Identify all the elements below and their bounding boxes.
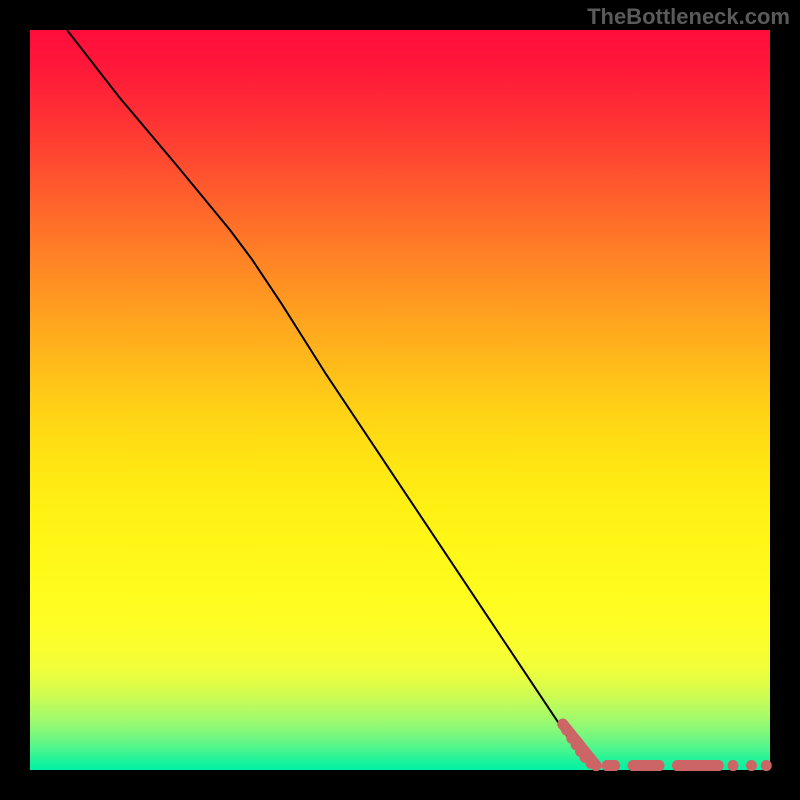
overlay-svg	[30, 30, 770, 770]
scatter-point	[761, 760, 772, 771]
main-curve-line	[67, 30, 596, 766]
scatter-point	[609, 760, 620, 771]
scatter-point	[628, 760, 639, 771]
scatter-point	[687, 760, 698, 771]
scatter-point	[713, 760, 724, 771]
scatter-point	[698, 760, 709, 771]
scatter-point	[746, 760, 757, 771]
scatter-points	[557, 719, 772, 771]
chart-container: TheBottleneck.com	[0, 0, 800, 800]
plot-area	[30, 30, 770, 770]
scatter-point	[642, 760, 653, 771]
attribution-text: TheBottleneck.com	[587, 4, 790, 30]
scatter-point	[591, 760, 602, 771]
scatter-point	[672, 760, 683, 771]
scatter-point	[728, 760, 739, 771]
scatter-point	[654, 760, 665, 771]
